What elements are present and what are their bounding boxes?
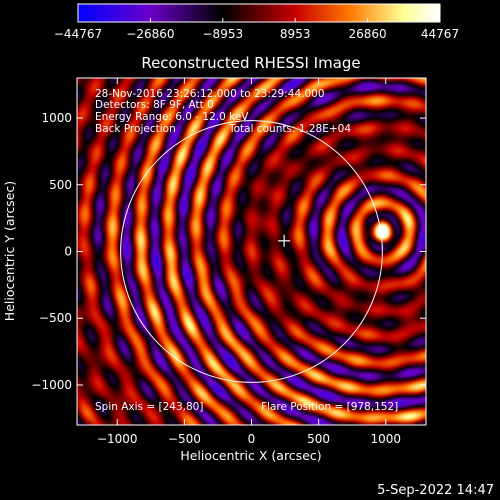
- x-tick-label: 0: [248, 432, 256, 446]
- x-tick-label: −1000: [97, 432, 138, 446]
- x-tick-label: 1000: [370, 432, 401, 446]
- time-range-label: 28-Nov-2016 23:26:12.000 to 23:29:44.000: [95, 88, 325, 100]
- colorbar: [77, 3, 441, 23]
- colorbar-tick-label: −44767: [54, 27, 102, 41]
- colorbar-tick-label: 44767: [421, 27, 459, 41]
- heatmap-image: [77, 78, 426, 425]
- x-tick-label: 500: [307, 432, 330, 446]
- detectors-label: Detectors: 8F 9F, Att 0: [95, 99, 214, 111]
- y-tick-label: 1000: [41, 111, 72, 125]
- y-tick-label: 0: [64, 245, 72, 259]
- y-tick-label: −500: [39, 311, 72, 325]
- energy-range-label: Energy Range: 6.0 - 12.0 keV: [95, 111, 249, 123]
- colorbar-tick-label: −8953: [203, 27, 244, 41]
- axis-ticks: −1000 −500 0 500 1000 −1000 −500 0 500 1000: [31, 78, 426, 446]
- solar-limb-circle: [120, 120, 383, 383]
- total-counts-label: Total counts: 1.28E+04: [228, 123, 351, 135]
- method-label: Back Projection: [95, 123, 176, 135]
- colorbar-tick-label: 8953: [280, 27, 311, 41]
- colorbar-tick-label: −26860: [126, 27, 174, 41]
- y-tick-label: −1000: [31, 378, 72, 392]
- colorbar-ticks: −44767 −26860 −8953 8953 26860 44767: [54, 18, 459, 41]
- y-tick-label: 500: [49, 178, 72, 192]
- x-tick-label: −500: [168, 432, 201, 446]
- plot-date: 5-Sep-2022 14:47: [377, 483, 494, 498]
- y-axis-title: Heliocentric Y (arcsec): [2, 181, 17, 321]
- chart-title: Reconstructed RHESSI Image: [141, 54, 360, 72]
- x-axis-title: Heliocentric X (arcsec): [180, 448, 321, 463]
- flare-position-label: Flare Position = [978,152]: [261, 401, 398, 413]
- spin-axis-label: Spin Axis = [243,80]: [95, 401, 203, 413]
- colorbar-tick-label: 26860: [349, 27, 387, 41]
- spin-axis-marker: [278, 234, 291, 247]
